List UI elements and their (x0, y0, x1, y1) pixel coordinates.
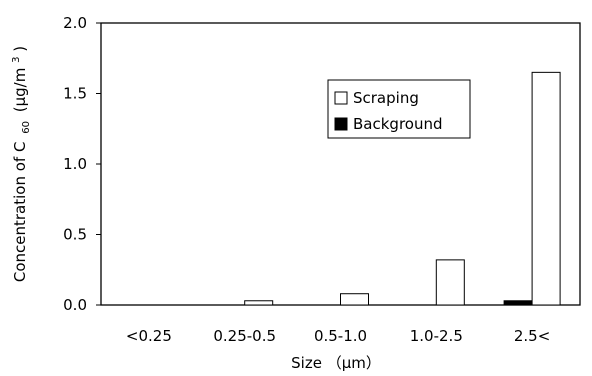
bar-scraping (340, 293, 369, 306)
bar-scraping (244, 300, 274, 306)
legend-swatch-scraping (334, 91, 348, 105)
y-axis-label: Concentration of C 60 (μg/m 3 ) (5, 46, 33, 282)
bar-background (503, 300, 533, 306)
y-axis-label-unit: (μg/m (11, 68, 29, 113)
x-tick-label: 0.5-1.0 (314, 327, 367, 345)
y-tick-label: 0.0 (63, 296, 87, 314)
legend-label-background: Background (353, 115, 443, 133)
bar-scraping (531, 71, 561, 306)
x-tick-labels: <0.25 0.25-0.5 0.5-1.0 1.0-2.5 2.5< (126, 327, 550, 345)
y-tick-label: 1.5 (63, 85, 87, 103)
y-axis-label-main: Concentration of C (11, 142, 29, 283)
x-tick-label: 2.5< (514, 327, 550, 345)
y-tick-label: 2.0 (63, 14, 87, 32)
y-tick-marks (96, 22, 101, 306)
legend-swatch-background (334, 117, 348, 131)
x-tick-label: 0.25-0.5 (213, 327, 276, 345)
legend-box (327, 79, 471, 139)
y-tick-label: 1.0 (63, 155, 87, 173)
plot-area (100, 22, 581, 306)
legend: Scraping Background (327, 79, 471, 139)
x-tick-label: <0.25 (126, 327, 172, 345)
x-tick-label: 1.0-2.5 (410, 327, 463, 345)
x-axis-label: Size （μm） (291, 354, 381, 372)
y-tick-label: 0.5 (63, 226, 87, 244)
y-axis-label-unit-close: ) (11, 46, 29, 52)
y-axis-label-subscript: 60 (21, 121, 32, 134)
bar-scraping (435, 259, 465, 306)
legend-label-scraping: Scraping (353, 89, 419, 107)
bars (244, 71, 561, 306)
y-axis-label-superscript: 3 (11, 57, 22, 63)
y-tick-labels: 0.0 0.5 1.0 1.5 2.0 (63, 14, 87, 314)
